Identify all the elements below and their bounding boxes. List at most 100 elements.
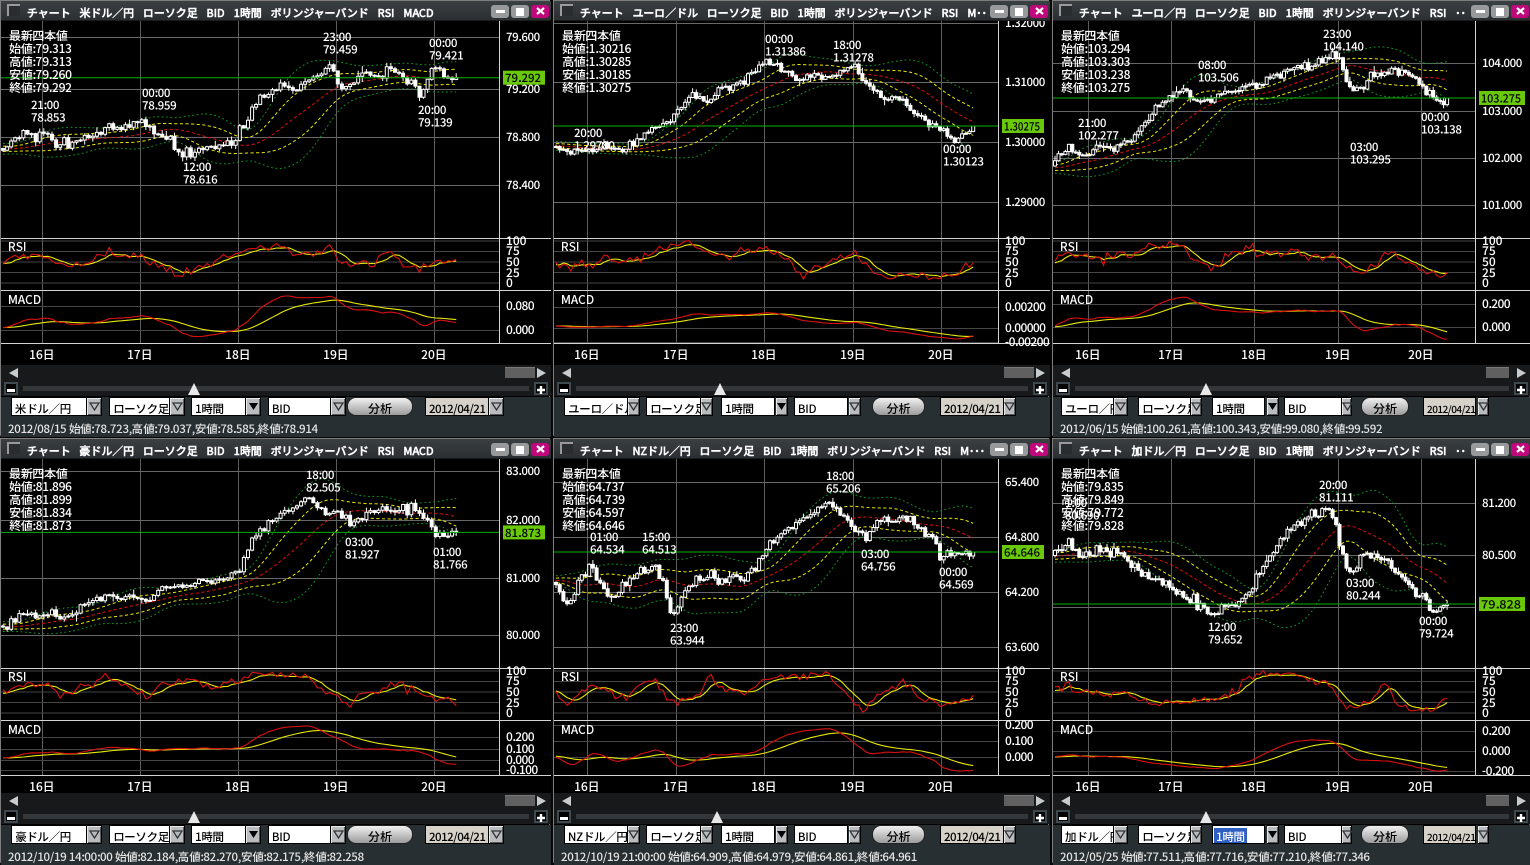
svg-text:01:00: 01:00: [433, 544, 462, 560]
svg-text:23:00: 23:00: [1323, 26, 1352, 42]
svg-text:21:00: 21:00: [1078, 115, 1107, 131]
svg-text:安値:79.260: 安値:79.260: [9, 66, 72, 83]
svg-text:0.100: 0.100: [1005, 732, 1034, 749]
svg-text:78.959: 78.959: [142, 98, 176, 114]
svg-text:104.140: 104.140: [1323, 39, 1364, 55]
svg-text:0.000: 0.000: [506, 751, 535, 768]
svg-text:25: 25: [1005, 264, 1019, 281]
svg-text:終値:79.828: 終値:79.828: [1060, 517, 1124, 534]
svg-text:1.31000: 1.31000: [1005, 74, 1046, 90]
svg-text:MACD: MACD: [561, 291, 594, 308]
svg-text:103.000: 103.000: [1482, 103, 1523, 119]
svg-text:最新四本値: 最新四本値: [9, 465, 68, 482]
svg-text:0.200: 0.200: [506, 728, 535, 745]
svg-text:00:00: 00:00: [943, 141, 972, 157]
svg-text:25: 25: [1482, 694, 1496, 711]
svg-text:63.944: 63.944: [670, 633, 705, 649]
svg-text:18日: 18日: [225, 778, 251, 793]
svg-text:75: 75: [1482, 672, 1496, 689]
svg-text:101.000: 101.000: [1482, 197, 1523, 213]
svg-text:1.29000: 1.29000: [1005, 194, 1046, 210]
svg-text:00:00: 00:00: [429, 35, 458, 51]
svg-text:78.400: 78.400: [506, 177, 541, 193]
svg-text:81.766: 81.766: [433, 557, 468, 573]
svg-text:08:00: 08:00: [1198, 57, 1227, 73]
svg-text:最新四本値: 最新四本値: [9, 27, 68, 44]
svg-text:始値:81.896: 始値:81.896: [9, 478, 72, 495]
svg-text:0: 0: [506, 704, 513, 721]
svg-text:64.513: 64.513: [642, 542, 676, 558]
svg-text:75: 75: [506, 672, 520, 689]
svg-text:-0.200: -0.200: [1482, 762, 1514, 779]
svg-text:-0.100: -0.100: [506, 761, 538, 778]
svg-text:16日: 16日: [29, 346, 55, 363]
svg-text:18日: 18日: [225, 346, 251, 363]
svg-text:0.000: 0.000: [1482, 742, 1511, 759]
svg-text:64.569: 64.569: [939, 577, 973, 593]
svg-text:RSI: RSI: [561, 238, 580, 255]
svg-text:19日: 19日: [323, 346, 349, 363]
svg-text:00:00: 00:00: [1421, 109, 1450, 125]
svg-text:RSI: RSI: [8, 238, 27, 255]
svg-text:0.200: 0.200: [1482, 295, 1511, 312]
svg-text:64.646: 64.646: [1004, 545, 1040, 561]
svg-text:高値:1.30285: 高値:1.30285: [562, 53, 632, 70]
svg-text:終値:81.873: 終値:81.873: [8, 517, 72, 534]
svg-text:18日: 18日: [1241, 346, 1267, 363]
svg-text:23:00: 23:00: [323, 29, 352, 45]
svg-text:高値:79.849: 高値:79.849: [1061, 491, 1124, 508]
svg-text:0.000: 0.000: [506, 321, 535, 338]
svg-text:102.000: 102.000: [1482, 150, 1523, 166]
svg-text:高値:64.739: 高値:64.739: [562, 491, 625, 508]
svg-text:64.200: 64.200: [1005, 584, 1040, 600]
svg-text:63.600: 63.600: [1005, 639, 1040, 655]
svg-text:0: 0: [1005, 704, 1012, 721]
svg-text:00:00: 00:00: [142, 85, 171, 101]
svg-text:20:00: 20:00: [574, 125, 603, 141]
svg-text:16日: 16日: [574, 346, 600, 363]
svg-text:00:00: 00:00: [939, 564, 968, 580]
svg-text:安値:79.772: 安値:79.772: [1061, 504, 1124, 521]
svg-text:03:00: 03:00: [861, 546, 890, 562]
svg-text:始値:1.30216: 始値:1.30216: [562, 40, 632, 57]
svg-text:1:00: 1:00: [1065, 495, 1088, 511]
svg-text:0: 0: [1482, 704, 1489, 721]
svg-text:MACD: MACD: [561, 721, 594, 738]
svg-text:1.30275: 1.30275: [1004, 119, 1040, 135]
svg-text:03:00: 03:00: [345, 534, 374, 550]
svg-text:17日: 17日: [1158, 346, 1184, 363]
svg-text:RSI: RSI: [1060, 238, 1079, 255]
svg-text:102.277: 102.277: [1078, 128, 1119, 144]
svg-text:81.927: 81.927: [345, 547, 380, 563]
svg-text:始値:64.737: 始値:64.737: [562, 478, 625, 495]
svg-text:79.828: 79.828: [1481, 597, 1521, 613]
svg-text:19日: 19日: [1325, 778, 1351, 793]
svg-text:MACD: MACD: [1060, 721, 1093, 738]
svg-text:65.206: 65.206: [826, 481, 861, 497]
svg-text:64.756: 64.756: [861, 559, 896, 575]
svg-text:16日: 16日: [29, 778, 55, 793]
svg-text:82.505: 82.505: [306, 480, 340, 496]
svg-text:高値:103.303: 高値:103.303: [1061, 53, 1131, 70]
svg-text:1.31386: 1.31386: [765, 44, 806, 60]
svg-text:65.400: 65.400: [1005, 474, 1040, 490]
svg-text:0.100: 0.100: [506, 740, 535, 757]
svg-text:安値:103.238: 安値:103.238: [1061, 66, 1131, 83]
svg-text:20:00: 20:00: [1319, 477, 1348, 493]
svg-text:19日: 19日: [1325, 346, 1351, 363]
svg-text:12:00: 12:00: [1208, 619, 1237, 635]
svg-text:0.080: 0.080: [506, 297, 535, 314]
svg-text:0.200: 0.200: [1005, 716, 1034, 733]
svg-text:79.600: 79.600: [506, 29, 541, 45]
svg-text:100: 100: [1482, 662, 1503, 679]
svg-text:0.00000: 0.00000: [1005, 319, 1046, 336]
svg-text:-0.00200: -0.00200: [1005, 333, 1050, 350]
svg-text:12:00: 12:00: [183, 159, 212, 175]
svg-text:20日: 20日: [421, 346, 447, 363]
svg-text:19日: 19日: [840, 778, 866, 793]
svg-text:100: 100: [1005, 662, 1026, 679]
svg-text:100: 100: [506, 662, 527, 679]
svg-text:20:00: 20:00: [418, 102, 447, 118]
svg-text:50: 50: [1482, 683, 1496, 700]
svg-text:安値:81.834: 安値:81.834: [9, 504, 73, 521]
